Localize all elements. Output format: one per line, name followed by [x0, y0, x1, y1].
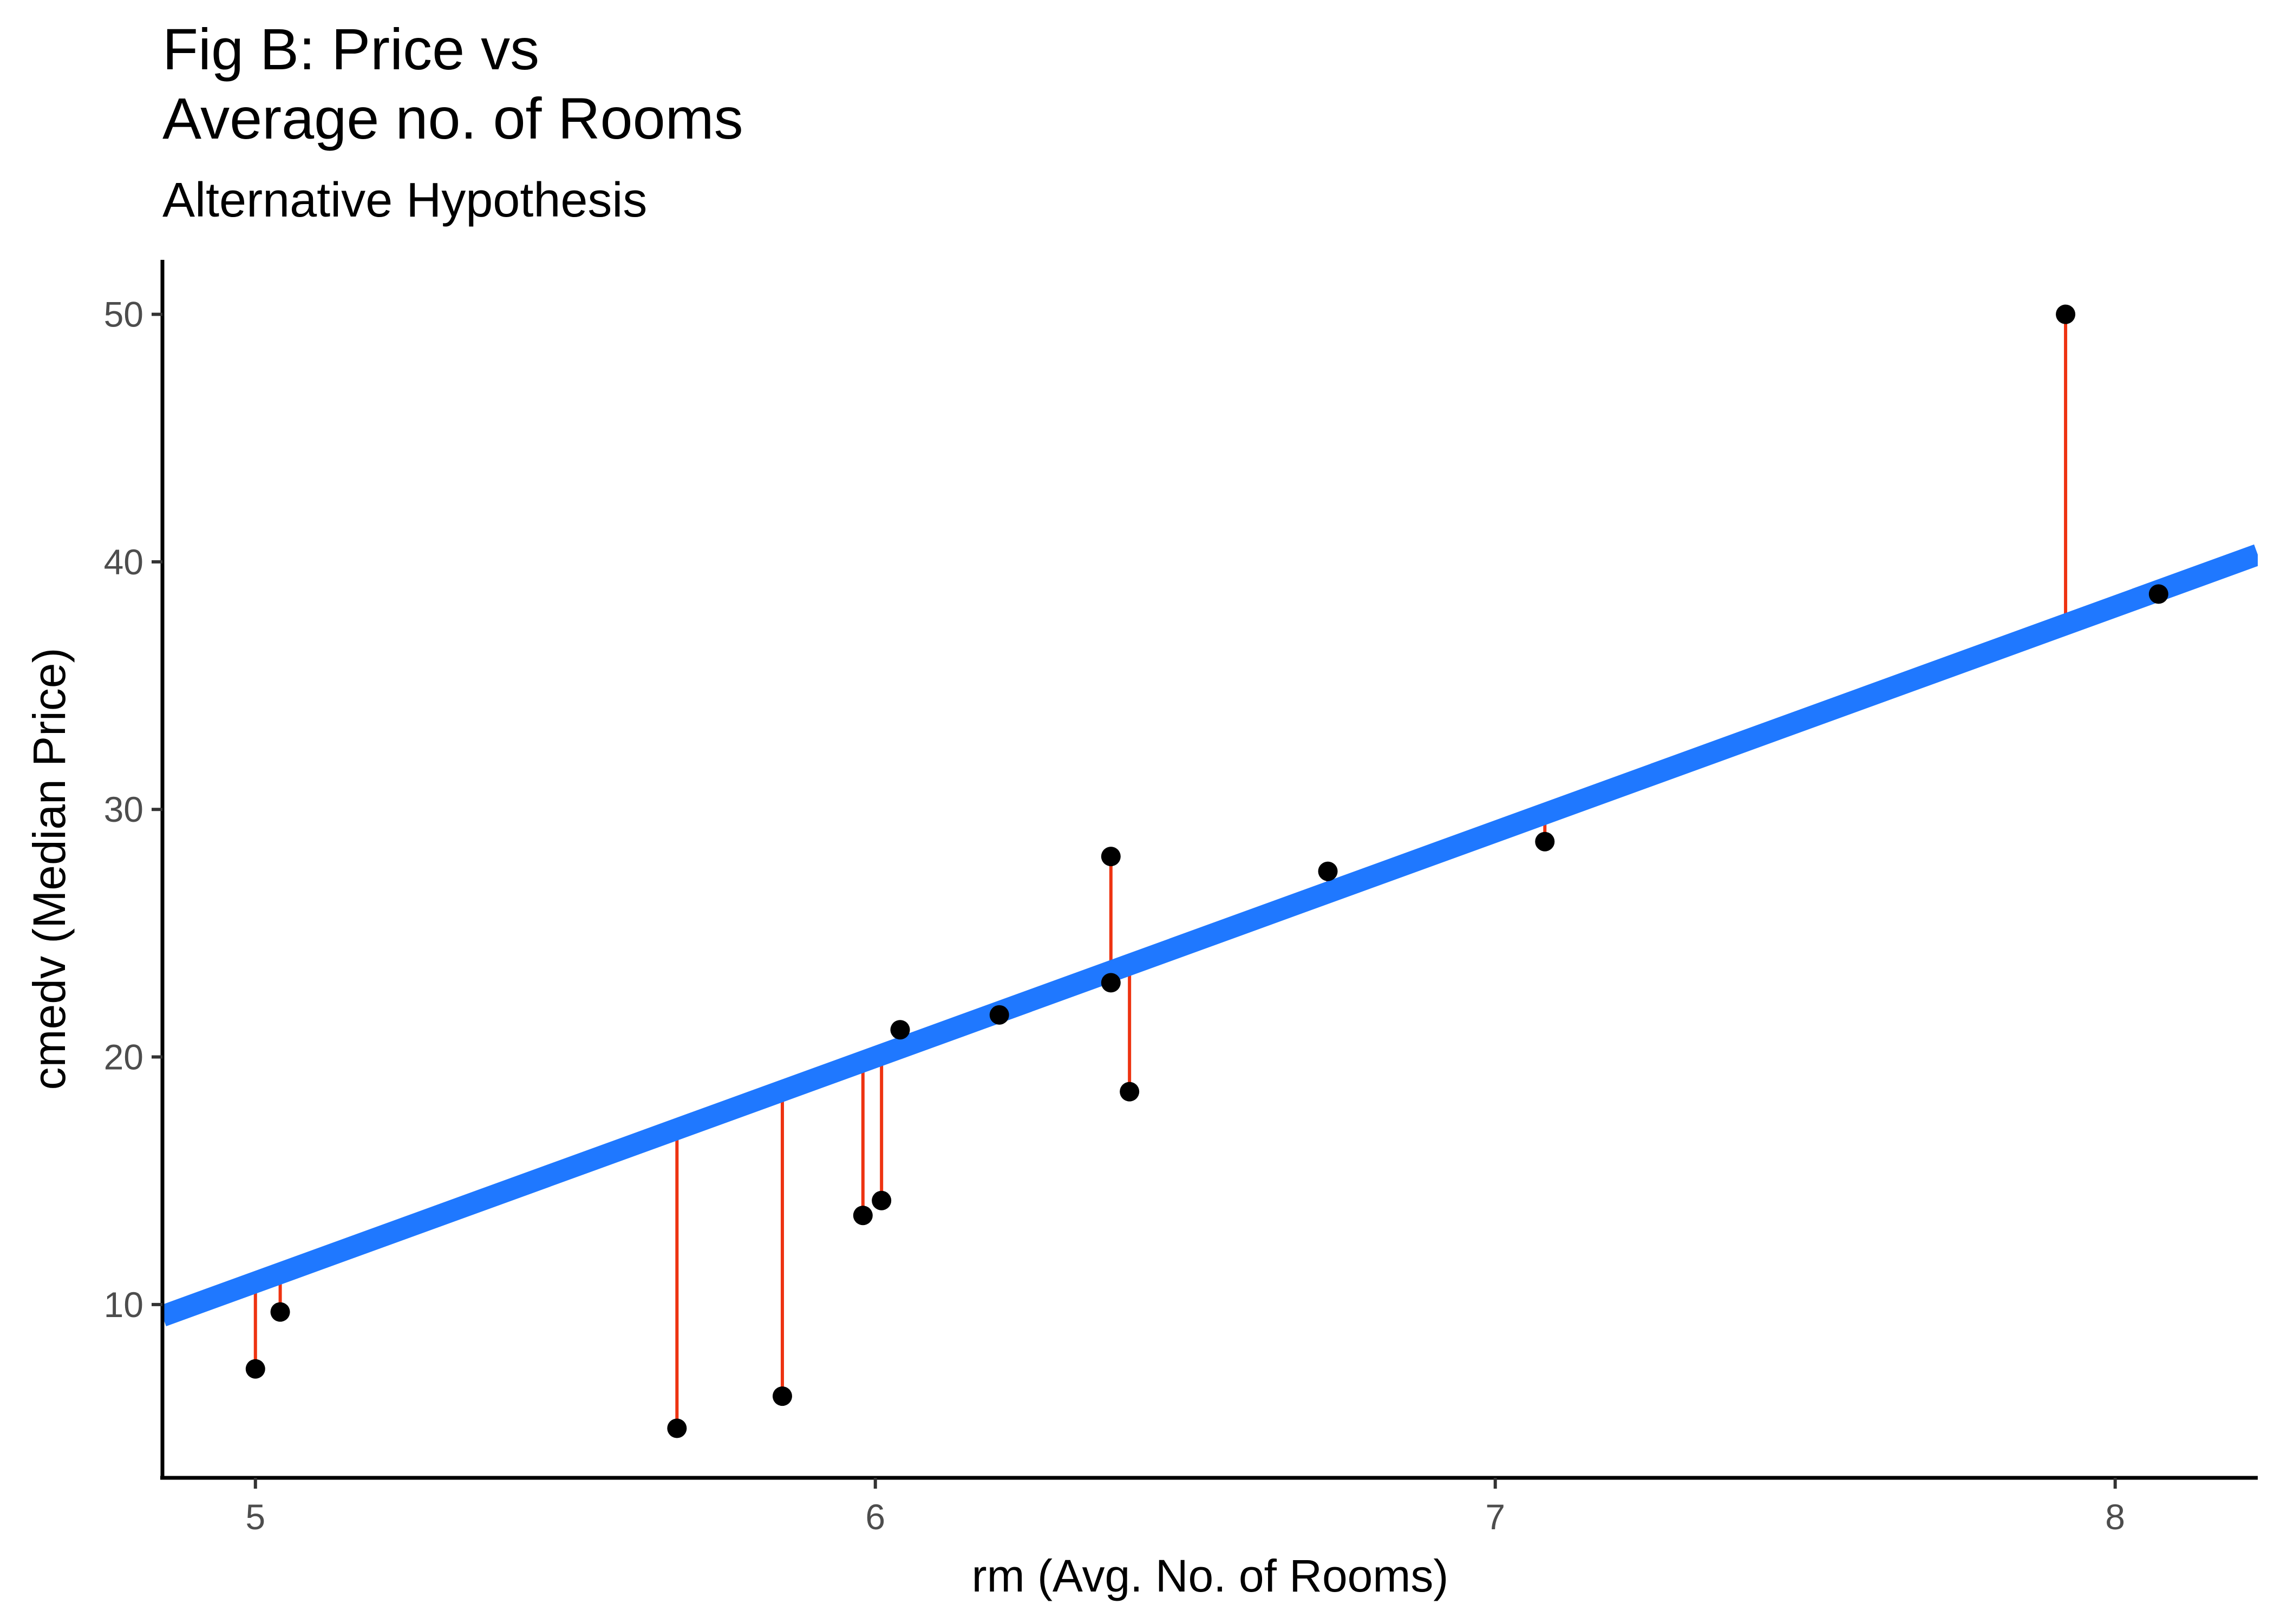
x-tick-label: 5 [245, 1497, 265, 1537]
data-point [1101, 973, 1121, 993]
data-point [1120, 1082, 1140, 1102]
y-tick-label: 20 [104, 1037, 143, 1077]
y-axis-ticks: 10 20 30 40 50 [104, 294, 162, 1325]
data-point [2056, 304, 2076, 324]
data-point [667, 1418, 687, 1438]
data-point [1318, 861, 1338, 881]
data-point [2148, 584, 2168, 604]
data-point [989, 1005, 1009, 1025]
data-point [872, 1190, 892, 1210]
plot-area [162, 304, 2258, 1438]
data-point [853, 1206, 873, 1226]
chart-title-line-1: Fig B: Price vs [162, 16, 539, 82]
data-point [270, 1302, 290, 1322]
y-tick-label: 10 [104, 1285, 143, 1325]
data-point [890, 1020, 910, 1040]
y-axis-title: cmedv (Median Price) [24, 648, 75, 1090]
y-tick-label: 40 [104, 542, 143, 582]
data-point [1535, 831, 1555, 852]
x-axis-ticks: 5 6 7 8 [245, 1478, 2125, 1537]
data-point [772, 1386, 792, 1406]
data-point [1101, 847, 1121, 867]
x-axis-title: rm (Avg. No. of Rooms) [972, 1550, 1449, 1601]
chart-title-line-2: Average no. of Rooms [162, 86, 743, 151]
x-tick-label: 6 [865, 1497, 885, 1537]
y-tick-label: 50 [104, 294, 143, 335]
regression-line [162, 544, 2258, 1326]
data-point [245, 1359, 265, 1379]
y-tick-label: 30 [104, 789, 143, 829]
x-tick-label: 7 [1485, 1497, 1505, 1537]
x-tick-label: 8 [2105, 1497, 2125, 1537]
chart-subtitle: Alternative Hypothesis [162, 173, 647, 227]
